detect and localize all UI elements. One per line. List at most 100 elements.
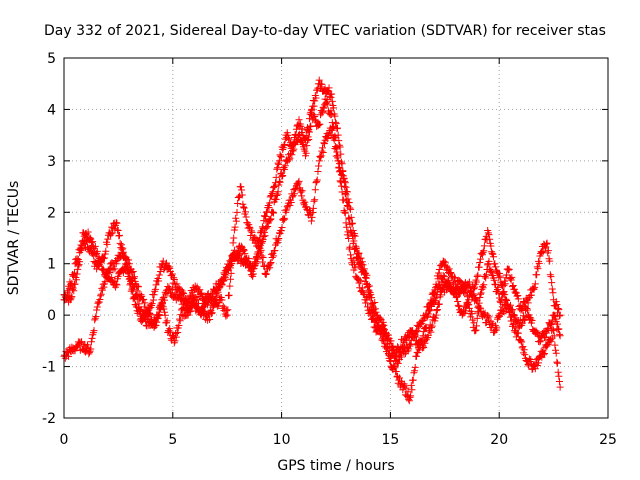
data-point-interp [290, 145, 298, 153]
data-point-interp [372, 308, 380, 316]
data-point-interp [96, 295, 104, 303]
data-point-interp [238, 191, 246, 199]
data-point-interp [305, 136, 313, 144]
data-point-interp [508, 313, 516, 321]
data-point-interp [512, 324, 520, 332]
data-point-interp [358, 258, 366, 266]
data-point-interp [546, 271, 554, 279]
data-point-interp [548, 279, 556, 287]
data-point [262, 224, 270, 232]
data-point-interp [260, 233, 268, 241]
data-point-interp [276, 178, 284, 186]
data-point [537, 352, 545, 360]
data-point-interp [283, 206, 291, 214]
data-point-interp [480, 281, 488, 289]
data-point-interp [289, 147, 297, 155]
data-point-interp [99, 286, 107, 294]
data-point-interp [552, 349, 560, 357]
data-point-interp [149, 296, 157, 304]
data-point-interp [270, 209, 278, 217]
data-point-interp [286, 201, 294, 209]
data-point [256, 244, 264, 252]
data-point-interp [285, 134, 293, 142]
data-point-interp [362, 299, 370, 307]
data-point-interp [330, 123, 338, 131]
data-point-interp [85, 348, 93, 356]
data-point-interp [379, 318, 387, 326]
data-point-interp [503, 297, 511, 305]
data-point-interp [431, 297, 439, 305]
data-point-interp [102, 273, 110, 281]
data-point-interp [152, 281, 160, 289]
data-point-interp [252, 259, 260, 267]
data-point-interp [475, 307, 483, 315]
data-point [112, 260, 120, 268]
data-point-interp [127, 279, 135, 287]
data-point-interp [240, 203, 248, 211]
data-point-interp [388, 344, 396, 352]
data-point-interp [156, 306, 164, 314]
data-point [93, 306, 101, 314]
data-point-interp [155, 271, 163, 279]
data-point [386, 357, 394, 365]
data-point-interp [411, 363, 419, 371]
data-point-interp [273, 164, 281, 172]
data-point-interp [268, 190, 276, 198]
data-point-interp [508, 273, 516, 281]
data-point-interp [332, 145, 340, 153]
data-point-interp [141, 299, 149, 307]
y-tick-label: -1 [42, 360, 56, 376]
data-point-interp [335, 137, 343, 145]
data-point-interp [544, 324, 552, 332]
data-point-interp [553, 300, 561, 308]
data-point [380, 337, 388, 345]
data-point-interp [298, 137, 306, 145]
data-point-interp [258, 239, 266, 247]
data-point-interp [74, 265, 82, 273]
data-point-interp [270, 252, 278, 260]
data-point-interp [320, 104, 328, 112]
data-point-interp [93, 303, 101, 311]
data-point-interp [446, 269, 454, 277]
data-point-interp [386, 357, 394, 365]
data-point-interp [305, 115, 313, 123]
data-point-interp [214, 285, 222, 293]
data-point-interp [343, 223, 351, 231]
data-point-interp [554, 359, 562, 367]
data-point [112, 219, 120, 227]
data-point-interp [342, 219, 350, 227]
data-point-interp [407, 381, 415, 389]
data-point-interp [554, 368, 562, 376]
data-point-interp [351, 264, 359, 272]
data-point-interp [366, 282, 374, 290]
data-point-interp [290, 190, 298, 198]
data-point-interp [324, 135, 332, 143]
data-point-interp [91, 314, 99, 322]
data-point-interp [238, 186, 246, 194]
data-point [269, 208, 277, 216]
data-point-interp [241, 250, 249, 258]
data-point-interp [157, 267, 165, 275]
data-point-interp [482, 271, 490, 279]
data-point-interp [230, 226, 238, 234]
data-point-interp [266, 199, 274, 207]
data-point-interp [275, 160, 283, 168]
data-point-interp [123, 263, 131, 271]
data-point-interp [279, 145, 287, 153]
data-point-interp [122, 266, 130, 274]
data-point-interp [162, 319, 170, 327]
data-point [223, 311, 231, 319]
data-point-interp [277, 152, 285, 160]
data-point [328, 90, 336, 98]
data-point-interp [231, 223, 239, 231]
data-point-interp [117, 241, 125, 249]
data-point-interp [527, 355, 535, 363]
data-point-interp [499, 290, 507, 298]
data-point-interp [319, 144, 327, 152]
data-point-interp [366, 308, 374, 316]
data-point-interp [226, 282, 234, 290]
data-point-interp [547, 337, 555, 345]
data-point-interp [104, 235, 112, 243]
data-point-interp [331, 112, 339, 120]
data-point-interp [70, 269, 78, 277]
